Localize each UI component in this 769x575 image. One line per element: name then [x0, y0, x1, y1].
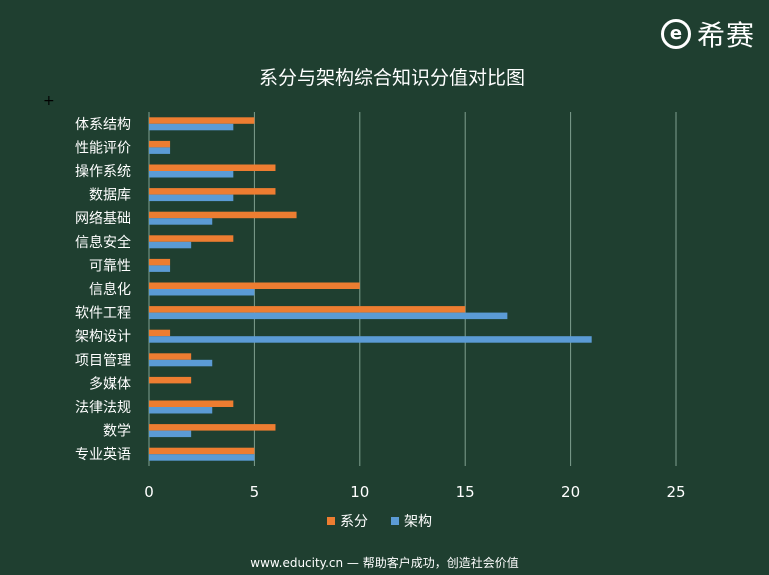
category-label: 专业英语 [75, 446, 131, 463]
x-tick-label: 5 [250, 483, 260, 501]
legend-swatch [391, 517, 399, 525]
logo-text: 希赛 [696, 19, 755, 52]
bar-jiagou-10 [149, 359, 213, 367]
crosshair-cursor-icon: + [43, 93, 55, 109]
category-label: 可靠性 [89, 258, 131, 274]
bar-xifen-10 [149, 353, 192, 360]
bar-jiagou-4 [149, 218, 213, 225]
brand-logo: e 希赛 [660, 14, 755, 54]
x-tick-label: 20 [561, 483, 580, 501]
category-label: 信息安全 [75, 234, 131, 251]
bar-jiagou-8 [149, 312, 508, 320]
bar-jiagou-9 [149, 336, 592, 343]
bar-xifen-7 [149, 282, 360, 289]
legend-label: 系分 [340, 514, 368, 530]
bar-jiagou-7 [149, 289, 255, 296]
category-label: 项目管理 [75, 353, 131, 369]
bar-jiagou-13 [149, 430, 192, 438]
category-label: 信息化 [89, 281, 131, 298]
category-label: 多媒体 [89, 375, 131, 392]
category-label: 架构设计 [75, 329, 131, 345]
bar-jiagou-1 [149, 147, 171, 154]
bar-xifen-8 [149, 306, 466, 313]
category-label: 体系结构 [75, 117, 131, 133]
bar-jiagou-5 [149, 241, 192, 249]
category-label: 数据库 [89, 188, 131, 204]
bar-xifen-9 [149, 329, 171, 337]
bar-xifen-0 [149, 117, 255, 124]
category-label: 性能评价 [75, 140, 131, 156]
chart-title: 系分与架构综合知识分值对比图 [259, 67, 525, 89]
bar-xifen-13 [149, 424, 276, 431]
category-label: 软件工程 [75, 306, 131, 322]
x-tick-label: 15 [456, 483, 475, 501]
bar-jiagou-14 [149, 454, 255, 461]
legend-swatch [327, 517, 335, 525]
bar-jiagou-0 [149, 123, 234, 131]
category-label: 网络基础 [75, 210, 131, 227]
category-label: 数学 [103, 424, 131, 440]
x-tick-label: 10 [350, 483, 369, 501]
logo-mark-icon: e [660, 19, 691, 49]
bar-jiagou-3 [149, 194, 234, 202]
bar-xifen-1 [149, 140, 171, 148]
legend-label: 架构 [404, 514, 432, 530]
bar-xifen-4 [149, 211, 297, 219]
bar-xifen-12 [149, 400, 234, 407]
bar-jiagou-6 [149, 265, 171, 272]
x-tick-label: 0 [144, 483, 154, 501]
bar-xifen-2 [149, 164, 276, 171]
bar-jiagou-12 [149, 407, 213, 414]
category-label: 操作系统 [75, 164, 131, 180]
bar-jiagou-2 [149, 171, 234, 178]
bar-xifen-6 [149, 258, 171, 266]
category-label: 法律法规 [75, 400, 131, 416]
x-tick-label: 25 [666, 483, 685, 501]
bar-xifen-14 [149, 447, 255, 455]
bar-xifen-5 [149, 235, 234, 242]
bar-xifen-11 [149, 376, 192, 384]
footer-slogan: www.educity.cn — 帮助客户成功，创造社会价值 [250, 556, 519, 570]
bar-xifen-3 [149, 188, 276, 195]
